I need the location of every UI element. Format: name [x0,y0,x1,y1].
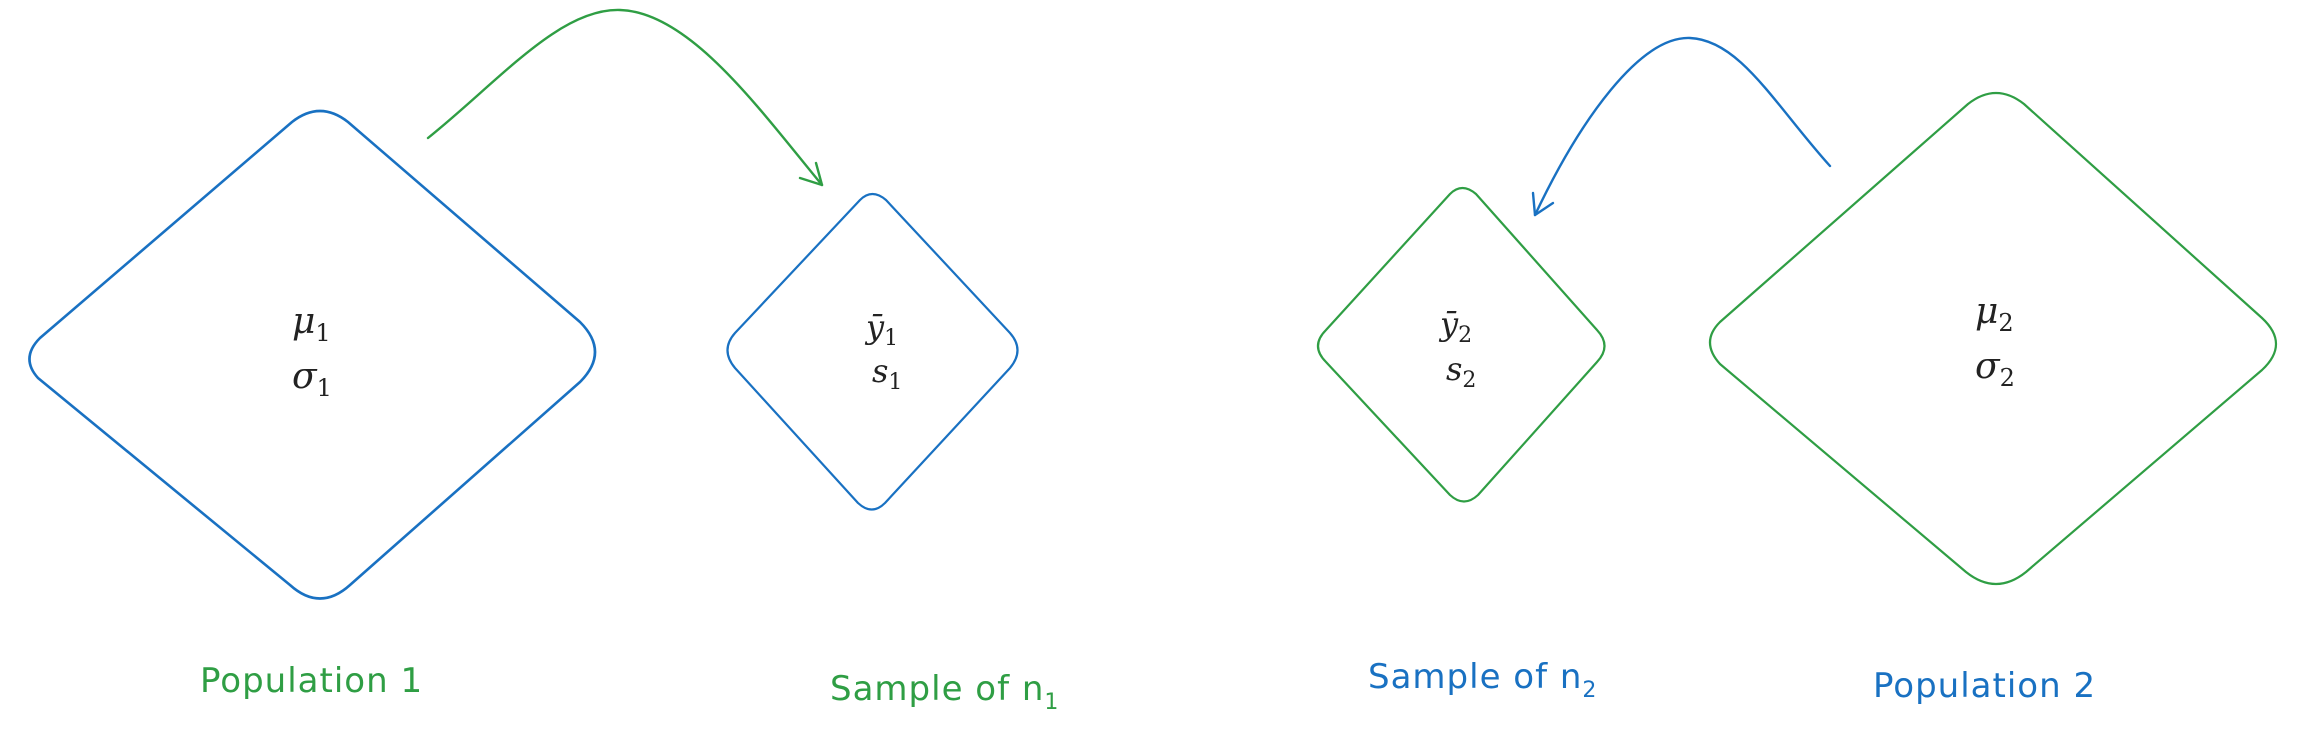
sample-1-caption: Sample of n1 [830,669,1059,715]
sample-2-caption: Sample of n2 [1368,657,1597,703]
sample-2-node: ȳ2 s2 [1316,186,1606,503]
sample-2-sd: s2 [1446,350,1476,393]
arrow-population-1-to-sample-1 [426,8,824,187]
population-1-shape [28,109,597,600]
sample-1-sd: s1 [872,352,902,395]
population-2-shape [1708,92,2277,585]
sample-1-mean: ȳ1 [864,308,898,351]
arrow-population-2-to-sample-2 [1531,36,1832,217]
arrow-1-curve [426,8,824,187]
sample-2-shape [1316,186,1606,503]
arrow-2-head-icon [1531,191,1555,217]
sample-1-shape [726,192,1019,511]
arrow-2-curve [1533,36,1832,217]
population-2-sd: σ2 [1975,346,2015,392]
arrow-1-head-icon [798,161,824,187]
population-1-caption: Population 1 [200,661,423,701]
population-2-mean: μ2 [1975,291,2014,337]
population-2-caption: Population 2 [1873,666,2096,706]
sample-2-mean: ȳ2 [1438,305,1472,348]
sample-1-node: ȳ1 s1 [726,192,1019,511]
population-1-sd: σ1 [292,356,332,402]
population-2-node: μ2 σ2 [1708,92,2277,585]
population-1-mean: μ1 [292,301,331,347]
population-1-node: μ1 σ1 [28,109,597,600]
